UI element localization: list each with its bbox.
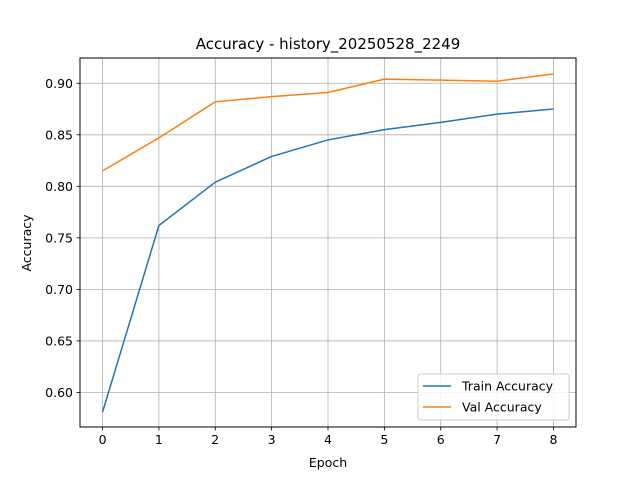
x-tick-label: 1 [155,432,163,447]
y-tick-label: 0.70 [45,282,73,297]
x-tick-label: 5 [380,432,388,447]
legend-label-val-accuracy: Val Accuracy [462,400,542,415]
series-line-val-accuracy [102,73,554,172]
x-axis-ticks: 0 1 2 3 4 5 6 7 8 [99,427,557,447]
y-axis-label: Accuracy [19,214,34,272]
y-axis-ticks: 0.60 0.65 0.70 0.75 0.80 0.85 0.90 [45,76,80,400]
y-tick-label: 0.60 [45,385,73,400]
x-tick-label: 4 [324,432,332,447]
legend: Train Accuracy Val Accuracy [417,373,570,421]
y-tick-label: 0.80 [45,179,73,194]
x-tick-label: 6 [437,432,445,447]
x-tick-label: 7 [493,432,501,447]
x-tick-label: 0 [99,432,107,447]
x-tick-label: 8 [549,432,557,447]
y-tick-label: 0.85 [45,127,73,142]
x-axis-label: Epoch [309,455,347,470]
legend-label-train-accuracy: Train Accuracy [461,379,554,394]
y-tick-label: 0.75 [45,230,73,245]
x-tick-label: 3 [268,432,276,447]
chart-title: Accuracy - history_20250528_2249 [196,35,461,54]
x-tick-label: 2 [211,432,219,447]
legend-box [417,373,570,421]
y-tick-label: 0.65 [45,333,73,348]
y-tick-label: 0.90 [45,76,73,91]
series-line-train-accuracy [101,108,554,413]
series-lines [101,73,554,413]
